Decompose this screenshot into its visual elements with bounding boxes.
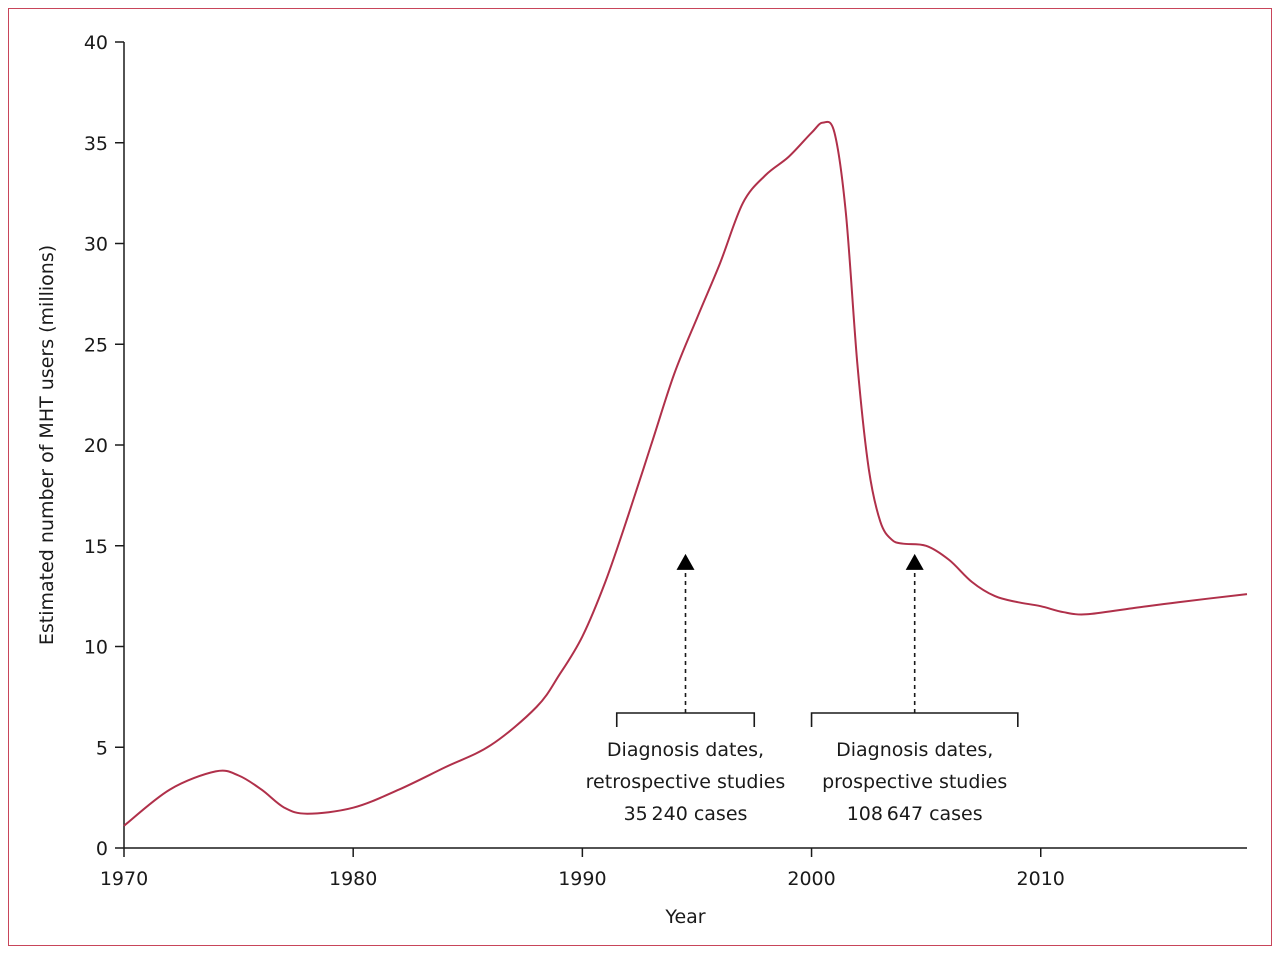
y-tick-label: 40 xyxy=(84,32,108,54)
figure-frame xyxy=(8,8,1272,946)
y-tick-label: 30 xyxy=(84,234,108,256)
range-bracket xyxy=(810,712,1019,727)
y-axis-title: Estimated number of MHT users (millions) xyxy=(36,245,58,645)
y-tick-label: 20 xyxy=(84,435,108,457)
x-tick-label: 2000 xyxy=(787,868,835,890)
series-layer xyxy=(123,120,1248,827)
y-tick-label: 5 xyxy=(96,737,108,759)
x-axis-title: Year xyxy=(664,906,705,928)
x-tick-label: 2010 xyxy=(1017,868,1065,890)
range-bracket xyxy=(615,712,756,727)
y-tick-label: 0 xyxy=(96,838,108,860)
x-tick-label: 1990 xyxy=(558,868,606,890)
y-tick-label: 35 xyxy=(84,133,108,155)
y-tick-label: 25 xyxy=(84,334,108,356)
x-tick-label: 1980 xyxy=(329,868,377,890)
annotation-2: Diagnosis dates, prospective studies 108 6… xyxy=(810,553,1019,825)
y-tick-label: 15 xyxy=(84,536,108,558)
annotation-text-line: retrospective studies xyxy=(586,771,786,793)
x-tick-label: 1970 xyxy=(100,868,148,890)
annotation-text-line: 35 240 cases xyxy=(624,803,748,825)
annotation-text-line: prospective studies xyxy=(822,771,1007,793)
axes: 0 5 10 15 20 25 30 35 40 1970 1980 1990 2000 2010 xyxy=(84,32,1247,890)
annotation-text-line: 108 647 cases xyxy=(847,803,983,825)
annotation-1: Diagnosis dates, retrospective studies 35 … xyxy=(586,553,786,825)
annotation-text-line: Diagnosis dates, xyxy=(607,739,764,761)
arrowhead-icon xyxy=(905,553,924,570)
arrowhead-icon xyxy=(676,553,695,570)
annotation-text-line: Diagnosis dates, xyxy=(836,739,993,761)
series-line xyxy=(123,120,1248,827)
annotations-layer: Diagnosis dates, retrospective studies 35 … xyxy=(586,553,1019,825)
y-tick-label: 10 xyxy=(84,637,108,659)
